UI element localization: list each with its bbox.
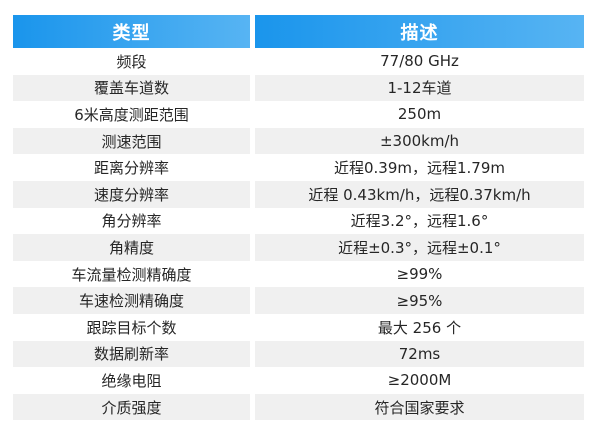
table-row: 介质强度 符合国家要求 (13, 393, 584, 421)
table-row: 覆盖车道数 1-12车道 (13, 74, 584, 102)
description-cell: 近程±0.3°，远程±0.1° (255, 234, 584, 261)
table-row: 速度分辨率 近程 0.43km/h，远程0.37km/h (13, 180, 584, 208)
table-header-row: 类型 描述 (13, 15, 584, 48)
type-cell: 测速范围 (13, 127, 250, 155)
description-cell: 近程 0.43km/h，远程0.37km/h (255, 180, 584, 208)
type-cell: 车速检测精确度 (13, 287, 250, 314)
type-cell: 车流量检测精确度 (71, 265, 192, 284)
description-cell: ≥2000M (387, 371, 452, 390)
table-row: 绝缘电阻 ≥2000M (13, 367, 584, 394)
table-row: 角精度 近程±0.3°，远程±0.1° (13, 234, 584, 261)
spec-table: 类型 描述 频段 77/80 GHz 覆盖车道数 1-12车道 6米高度测距范围… (13, 15, 584, 421)
type-cell: 角分辨率 (101, 212, 162, 231)
type-cell: 跟踪目标个数 (86, 318, 177, 337)
table-row: 数据刷新率 72ms (13, 340, 584, 368)
type-cell: 介质强度 (13, 393, 250, 421)
description-cell: 符合国家要求 (255, 393, 584, 421)
description-cell: 近程3.2°，远程1.6° (350, 212, 489, 231)
type-cell: 距离分辨率 (93, 159, 169, 178)
type-cell: 覆盖车道数 (13, 74, 250, 102)
description-cell: ≥99% (396, 265, 443, 284)
description-cell: ≥95% (255, 287, 584, 314)
table-row: 频段 77/80 GHz (13, 48, 584, 75)
description-cell: 72ms (255, 340, 584, 368)
table-row: 角分辨率 近程3.2°，远程1.6° (13, 208, 584, 235)
table-row: 车速检测精确度 ≥95% (13, 287, 584, 314)
description-cell: 1-12车道 (255, 74, 584, 102)
description-cell: 最大 256 个 (377, 318, 462, 337)
table-row: 测速范围 ±300km/h (13, 127, 584, 155)
description-cell: 近程0.39m，远程1.79m (333, 159, 506, 178)
description-cell: ±300km/h (255, 127, 584, 155)
type-cell: 速度分辨率 (13, 180, 250, 208)
column-header-type: 类型 (13, 15, 250, 48)
table-row: 车流量检测精确度 ≥99% (13, 261, 584, 288)
type-cell: 数据刷新率 (13, 340, 250, 368)
table-row: 6米高度测距范围 250m (13, 101, 584, 128)
table-body: 频段 77/80 GHz 覆盖车道数 1-12车道 6米高度测距范围 250m … (13, 48, 584, 421)
type-cell: 角精度 (13, 234, 250, 261)
type-cell: 6米高度测距范围 (74, 105, 189, 124)
description-cell: 77/80 GHz (380, 52, 459, 71)
type-cell: 频段 (116, 52, 147, 71)
type-cell: 绝缘电阻 (101, 371, 162, 390)
table-row: 距离分辨率 近程0.39m，远程1.79m (13, 154, 584, 181)
description-cell: 250m (397, 105, 442, 124)
table-row: 跟踪目标个数 最大 256 个 (13, 314, 584, 341)
column-header-description: 描述 (255, 15, 584, 48)
